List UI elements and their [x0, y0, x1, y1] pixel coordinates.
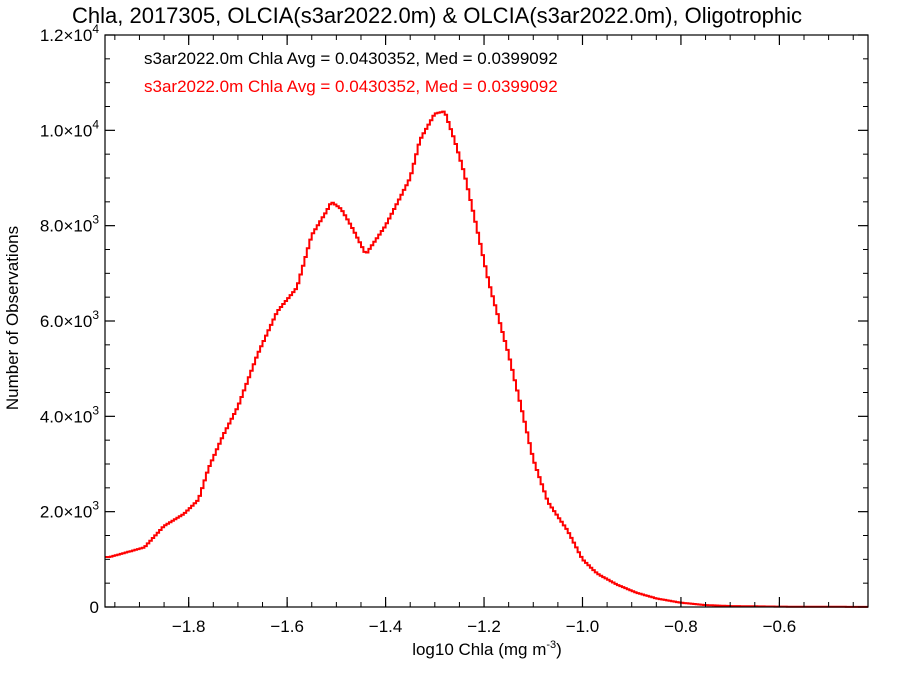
y-tick-label: 6.0×103	[40, 308, 99, 331]
y-tick-label: 4.0×103	[40, 403, 99, 426]
legend: s3ar2022.0m Chla Avg = 0.0430352, Med = …	[144, 49, 558, 96]
y-tick-label: 1.2×104	[40, 22, 99, 45]
x-tick-label: −0.8	[664, 617, 698, 636]
x-tick-label: −1.2	[467, 617, 501, 636]
y-axis-label: Number of Observations	[3, 226, 22, 410]
series-layer	[105, 110, 868, 608]
x-tick-label: −1.0	[566, 617, 600, 636]
y-tick-label: 2.0×103	[40, 499, 99, 522]
y-axis: 0 2.0×103 4.0×103 6.0×103 8.0×103 1.0×104…	[40, 22, 868, 617]
plot-frame	[104, 34, 869, 608]
y-tick-label: 0	[90, 598, 99, 617]
chart-title: Chla, 2017305, OLCIA(s3ar2022.0m) & OLCI…	[72, 3, 802, 28]
legend-entry: s3ar2022.0m Chla Avg = 0.0430352, Med = …	[144, 49, 558, 68]
x-axis-label: log10 Chla (mg m-3)	[412, 639, 562, 659]
legend-entry: s3ar2022.0m Chla Avg = 0.0430352, Med = …	[144, 77, 558, 96]
x-tick-label: −0.6	[763, 617, 797, 636]
x-tick-label: −1.6	[270, 617, 304, 636]
x-axis: −1.8 −1.6 −1.4 −1.2 −1.0 −0.8 −0.6	[114, 35, 854, 636]
x-tick-label: −1.8	[172, 617, 206, 636]
y-tick-label: 1.0×104	[40, 117, 99, 140]
histogram-series-line	[105, 110, 868, 608]
x-tick-label: −1.4	[369, 617, 403, 636]
y-tick-label: 8.0×103	[40, 213, 99, 236]
